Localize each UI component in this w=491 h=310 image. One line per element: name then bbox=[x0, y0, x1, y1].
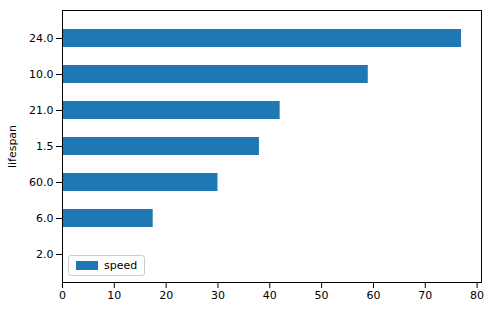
html-text:speed: speed bbox=[104, 259, 138, 272]
svg-text:60.0: 60.0 bbox=[29, 176, 54, 189]
svg-text:21.0: 21.0 bbox=[29, 104, 54, 117]
svg-text:70: 70 bbox=[418, 289, 432, 302]
svg-text:30: 30 bbox=[211, 289, 225, 302]
svg-text:40: 40 bbox=[263, 289, 277, 302]
svg-text:1.5: 1.5 bbox=[36, 140, 54, 153]
svg-text:60: 60 bbox=[366, 289, 380, 302]
svg-text:10: 10 bbox=[107, 289, 121, 302]
svg-text:80: 80 bbox=[470, 289, 484, 302]
svg-text:50: 50 bbox=[315, 289, 329, 302]
svg-text:6.0: 6.0 bbox=[36, 212, 54, 225]
svg-text:24.0: 24.0 bbox=[29, 32, 54, 45]
svg-text:10.0: 10.0 bbox=[29, 68, 54, 81]
svg-text:2.0: 2.0 bbox=[36, 248, 54, 261]
svg-text:lifespan: lifespan bbox=[6, 125, 19, 168]
svg-text:0: 0 bbox=[59, 289, 66, 302]
svg-text:20: 20 bbox=[159, 289, 173, 302]
